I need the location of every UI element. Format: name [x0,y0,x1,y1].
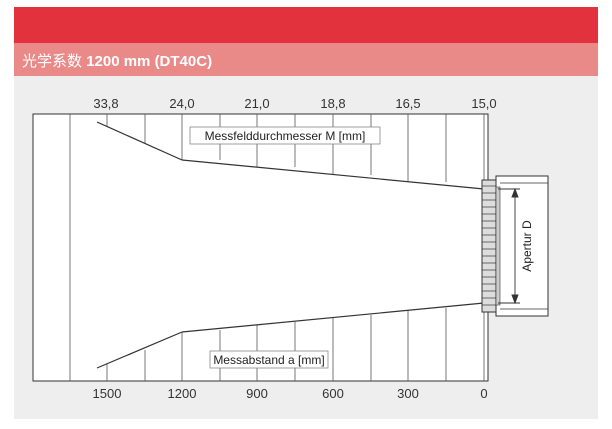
bottom-scale-label: 1500 [93,386,122,401]
beam-edge-lower-far [96,331,183,369]
top-scale-label: 16,5 [395,96,420,111]
beam-outline [96,121,485,369]
top-scale-label: 18,8 [320,96,345,111]
arrow-down-icon [511,294,519,305]
bottom-scale-label: 1200 [168,386,197,401]
aperture-label: Apertur D [520,220,534,272]
top-scale: 33,8 24,0 21,0 18,8 16,5 15,0 [93,96,496,111]
beam-edge-lower-near [181,302,485,333]
label-measuring-diameter: Messfelddurchmesser M [mm] [205,129,366,143]
label-box-bottom [209,350,329,369]
header-bar [14,7,598,43]
lens-glass [495,186,501,306]
sensor-lens [481,175,549,317]
bottom-scale-label: 900 [246,386,268,401]
bottom-scale-label: 300 [397,386,419,401]
label-box-top [189,126,381,145]
bottom-scale-label: 0 [480,386,487,401]
beam-edge-upper-near [181,159,485,190]
title-model: 1200 mm (DT40C) [86,53,213,70]
bottom-scale-label: 600 [322,386,344,401]
arrow-up-icon [511,187,519,198]
aperture-dimension [498,187,520,305]
sensor-housing [495,175,549,317]
beam-edge-upper-far [96,121,183,161]
title-band [14,43,598,76]
title-cjk: 光学系数 [22,53,83,70]
top-scale-label: 24,0 [169,96,194,111]
page-title: 光学系数 1200 mm (DT40C) [22,50,212,71]
lens-ribs [482,185,496,306]
beam-fill [97,122,484,368]
top-scale-label: 15,0 [471,96,496,111]
label-measuring-distance: Messabstand a [mm] [213,353,324,367]
top-scale-label: 33,8 [93,96,118,111]
top-scale-label: 21,0 [244,96,269,111]
bottom-scale: 1500 1200 900 600 300 0 [93,386,488,401]
